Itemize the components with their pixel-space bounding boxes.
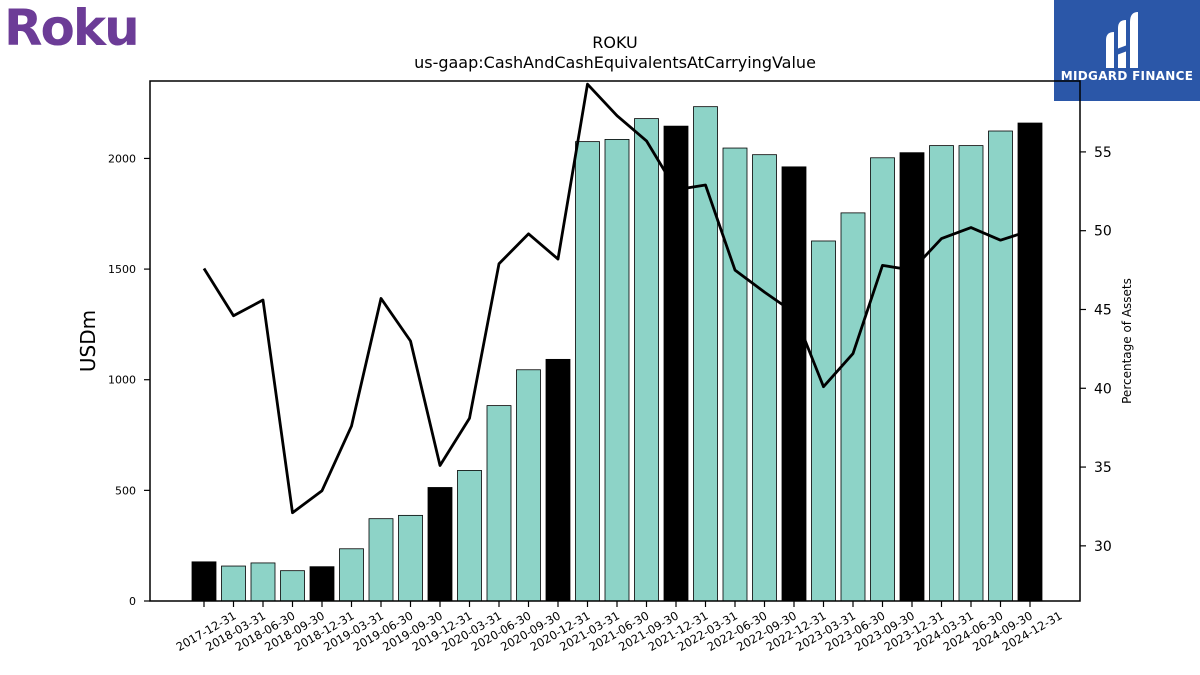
bar-2022-03-31 xyxy=(693,106,718,602)
y-tick-label: 1500 xyxy=(108,263,136,276)
y-axis-label: USDm xyxy=(76,310,100,372)
chart-subtitle: us-gaap:CashAndCashEquivalentsAtCarrying… xyxy=(414,53,816,72)
bar-2023-06-30 xyxy=(840,212,866,602)
bars-layer xyxy=(191,106,1043,602)
bar-2020-12-31 xyxy=(545,358,571,602)
y2-tick-label: 30 xyxy=(1094,539,1112,555)
bar-2020-03-31 xyxy=(457,470,482,602)
left-axis: 0 500 1000 1500 2000 xyxy=(108,152,150,608)
bar-2023-09-30 xyxy=(870,157,895,602)
y2-tick-label: 55 xyxy=(1094,145,1112,161)
bar-2021-12-31 xyxy=(663,125,689,602)
bar-2021-06-30 xyxy=(604,139,630,602)
y2-tick-label: 40 xyxy=(1094,381,1112,397)
y-tick-label: 2000 xyxy=(108,152,136,165)
y-tick-label: 500 xyxy=(115,484,136,497)
bar-2020-06-30 xyxy=(486,405,512,602)
right-axis: 30 35 40 45 50 55 xyxy=(1080,145,1112,555)
line-layer xyxy=(202,82,1031,515)
bar-2024-09-30 xyxy=(988,130,1013,602)
bar-2024-06-30 xyxy=(958,145,984,602)
midgard-finance-logo: MIDGARD FINANCE xyxy=(1054,0,1200,101)
y2-tick-label: 45 xyxy=(1094,302,1112,318)
y2-tick-label: 35 xyxy=(1094,460,1112,476)
bar-2023-03-31 xyxy=(811,240,836,602)
bar-2019-06-30 xyxy=(368,518,394,602)
bar-2018-06-30 xyxy=(250,562,276,602)
bar-2018-03-31 xyxy=(221,565,246,602)
percentage-of-assets-line xyxy=(202,82,1031,515)
bar-2018-12-31 xyxy=(309,566,335,602)
bar-2022-06-30 xyxy=(722,147,748,602)
bar-2019-12-31 xyxy=(427,487,453,602)
midgard-finance-wordmark: MIDGARD FINANCE xyxy=(1060,69,1194,83)
y2-tick-label: 50 xyxy=(1094,224,1112,240)
bar-2023-12-31 xyxy=(899,152,925,602)
bar-2024-12-31 xyxy=(1017,122,1043,602)
bar-2022-12-31 xyxy=(781,166,807,602)
bar-2022-09-30 xyxy=(752,154,777,602)
bar-2018-09-30 xyxy=(280,570,305,602)
bar-2020-09-30 xyxy=(516,369,541,602)
bar-2017-12-31 xyxy=(191,561,217,602)
y-tick-label: 1000 xyxy=(108,374,136,387)
midgard-mark-icon xyxy=(1106,12,1138,68)
bar-2019-09-30 xyxy=(398,514,423,602)
y2-axis-label: Percentage of Assets xyxy=(1120,278,1134,404)
roku-logo: Roku xyxy=(4,0,140,57)
bar-2021-03-31 xyxy=(575,141,600,602)
plot-frame xyxy=(149,80,1081,602)
bar-2019-03-31 xyxy=(339,548,364,602)
x-axis: 2017-12-312018-03-312018-06-302018-09-30… xyxy=(174,601,1065,654)
chart-title: ROKU xyxy=(592,33,637,52)
y-tick-label: 0 xyxy=(129,595,136,608)
bar-2021-09-30 xyxy=(634,118,659,602)
bar-2024-03-31 xyxy=(929,145,954,602)
